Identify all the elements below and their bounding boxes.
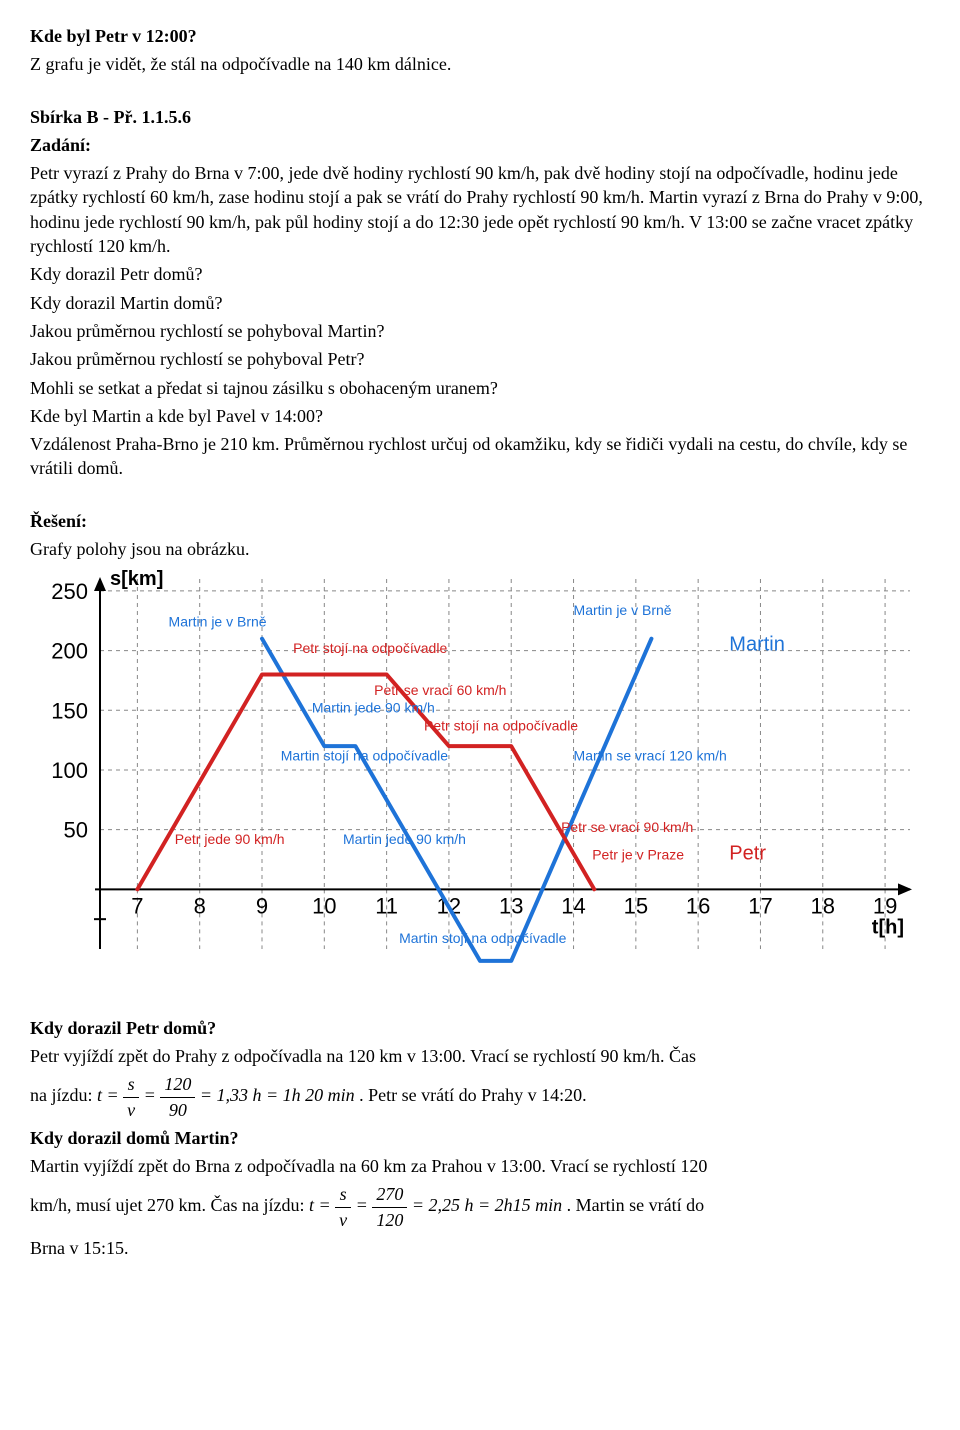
- sol2-prefix: km/h, musí ujet 270 km. Čas na jízdu:: [30, 1195, 309, 1215]
- sol1-num2: 120: [160, 1072, 195, 1097]
- sol2-den1: v: [335, 1208, 351, 1232]
- sol1-eq-row: na jízdu: t = s v = 120 90 = 1,33 h = 1h…: [30, 1072, 930, 1122]
- sol2-eq-row: km/h, musí ujet 270 km. Čas na jízdu: t …: [30, 1182, 930, 1232]
- sol1-num1: s: [123, 1072, 139, 1097]
- eq-sign-4: =: [356, 1195, 373, 1215]
- svg-text:Petr stojí na odpočívadle: Petr stojí na odpočívadle: [424, 718, 578, 734]
- sol1-den1: v: [123, 1098, 139, 1122]
- sol1-rhs: = 1,33 h = 1h 20 min: [200, 1085, 355, 1105]
- sol2-var: t: [309, 1195, 314, 1215]
- sol2-num2: 270: [372, 1182, 407, 1207]
- svg-text:Martin stojí na odpočívadle: Martin stojí na odpočívadle: [399, 930, 567, 946]
- svg-text:200: 200: [51, 639, 88, 664]
- sol1-var: t: [97, 1085, 102, 1105]
- svg-text:s[km]: s[km]: [110, 569, 163, 590]
- sol1-den2: 90: [160, 1098, 195, 1122]
- chart-svg: 5010015020025078910111213141516171819s[k…: [30, 569, 930, 989]
- eq-sign-3: =: [319, 1195, 336, 1215]
- question-4: Jakou průměrnou rychlostí se pohyboval P…: [30, 347, 930, 371]
- sol1-prefix: na jízdu:: [30, 1085, 97, 1105]
- reseni-label: Řešení:: [30, 509, 930, 533]
- svg-text:Martin jede 90 km/h: Martin jede 90 km/h: [343, 831, 466, 847]
- svg-text:Petr stojí na odpočívadle: Petr stojí na odpočívadle: [293, 640, 447, 656]
- svg-text:50: 50: [64, 818, 88, 843]
- question-3: Jakou průměrnou rychlostí se pohyboval M…: [30, 319, 930, 343]
- sol2-frac1: s v: [335, 1182, 351, 1232]
- svg-text:100: 100: [51, 758, 88, 783]
- zadani-label: Zadání:: [30, 135, 91, 155]
- question-2: Kdy dorazil Martin domů?: [30, 291, 930, 315]
- svg-text:13: 13: [499, 894, 523, 919]
- svg-text:Martin: Martin: [729, 634, 785, 656]
- svg-text:Martin se vrací 120 km/h: Martin se vrací 120 km/h: [574, 748, 727, 764]
- svg-text:Petr je v Praze: Petr je v Praze: [592, 847, 684, 863]
- svg-text:Martin je v Brně: Martin je v Brně: [574, 602, 672, 618]
- svg-text:15: 15: [624, 894, 648, 919]
- svg-text:150: 150: [51, 699, 88, 724]
- svg-text:Martin stojí na odpočívadle: Martin stojí na odpočívadle: [281, 748, 449, 764]
- svg-text:10: 10: [312, 894, 336, 919]
- svg-text:Petr jede 90 km/h: Petr jede 90 km/h: [175, 831, 285, 847]
- svg-text:7: 7: [131, 894, 143, 919]
- sol2-heading: Kdy dorazil domů Martin?: [30, 1126, 930, 1150]
- svg-text:14: 14: [561, 894, 585, 919]
- svg-text:16: 16: [686, 894, 710, 919]
- question-5: Mohli se setkat a předat si tajnou zásil…: [30, 376, 930, 400]
- sol2-after: . Martin se vrátí do: [567, 1195, 704, 1215]
- zadani-note: Vzdálenost Praha-Brno je 210 km. Průměrn…: [30, 432, 930, 481]
- sol2-den2: 120: [372, 1208, 407, 1232]
- svg-text:Petr se vrací 90 km/h: Petr se vrací 90 km/h: [561, 819, 693, 835]
- sol2-num1: s: [335, 1182, 351, 1207]
- svg-text:Petr se vrací 60 km/h: Petr se vrací 60 km/h: [374, 682, 506, 698]
- sol1-after: . Petr se vrátí do Prahy v 14:20.: [359, 1085, 586, 1105]
- sol2-rhs: = 2,25 h = 2h15 min: [412, 1195, 562, 1215]
- svg-text:18: 18: [811, 894, 835, 919]
- sol2-line1: Martin vyjíždí zpět do Brna z odpočívadl…: [30, 1154, 930, 1178]
- svg-text:Petr: Petr: [729, 843, 766, 865]
- svg-text:11: 11: [375, 894, 398, 919]
- svg-text:8: 8: [194, 894, 206, 919]
- svg-text:19: 19: [873, 894, 897, 919]
- position-chart: 5010015020025078910111213141516171819s[k…: [30, 569, 930, 995]
- sol1-frac1: s v: [123, 1072, 139, 1122]
- grafy-label: Grafy polohy jsou na obrázku.: [30, 537, 930, 561]
- sol2-last: Brna v 15:15.: [30, 1236, 930, 1260]
- sol1-heading: Kdy dorazil Petr domů?: [30, 1016, 930, 1040]
- sol1-line1: Petr vyjíždí zpět do Prahy z odpočívadla…: [30, 1044, 930, 1068]
- svg-text:9: 9: [256, 894, 268, 919]
- q1-answer: Z grafu je vidět, že stál na odpočívadle…: [30, 52, 930, 76]
- svg-text:t[h]: t[h]: [872, 917, 904, 939]
- q1-heading: Kde byl Petr v 12:00?: [30, 24, 930, 48]
- eq-sign-2: =: [144, 1085, 161, 1105]
- zadani-body: Petr vyrazí z Prahy do Brna v 7:00, jede…: [30, 161, 930, 258]
- svg-text:Martin jede 90 km/h: Martin jede 90 km/h: [312, 700, 435, 716]
- question-1: Kdy dorazil Petr domů?: [30, 262, 930, 286]
- eq-sign: =: [107, 1085, 124, 1105]
- sol1-frac2: 120 90: [160, 1072, 195, 1122]
- svg-text:250: 250: [51, 579, 88, 604]
- question-6: Kde byl Martin a kde byl Pavel v 14:00?: [30, 404, 930, 428]
- sol2-frac2: 270 120: [372, 1182, 407, 1232]
- book-ref: Sbírka B - Př. 1.1.5.6: [30, 105, 930, 129]
- svg-text:17: 17: [748, 894, 772, 919]
- svg-text:Martin je v Brně: Martin je v Brně: [169, 614, 267, 630]
